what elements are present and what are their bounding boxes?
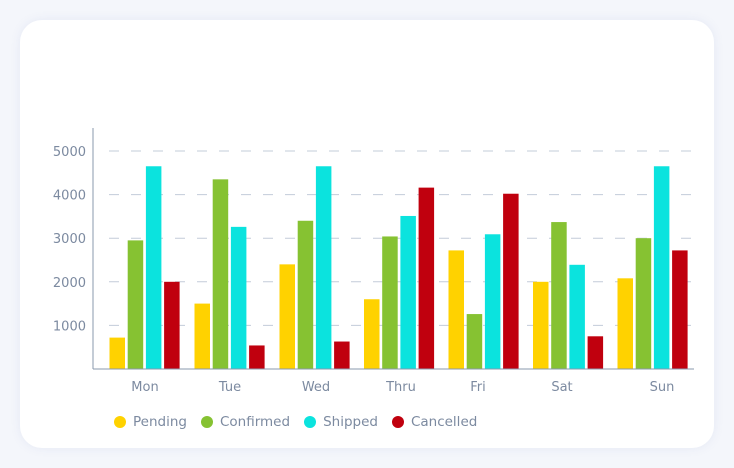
y-tick-label: 1000 bbox=[53, 319, 86, 334]
bar-shipped-thru bbox=[400, 215, 416, 369]
bar-pending-fri bbox=[448, 250, 464, 369]
y-tick-label: 4000 bbox=[53, 189, 86, 204]
bar-shipped-mon bbox=[145, 166, 162, 369]
bar-cancelled-thru bbox=[418, 187, 435, 369]
x-tick-label: Thru bbox=[385, 380, 416, 395]
legend-item-shipped[interactable]: Shipped bbox=[304, 414, 378, 430]
axes bbox=[92, 128, 694, 370]
legend-marker bbox=[304, 416, 317, 428]
y-tick-labels: 1000 2000 3000 4000 5000 bbox=[53, 145, 86, 334]
legend-label: Shipped bbox=[323, 414, 378, 430]
legend-marker bbox=[114, 416, 126, 428]
bar-shipped-tue bbox=[230, 226, 247, 369]
chart-card bbox=[20, 20, 714, 448]
x-tick-label: Sun bbox=[650, 380, 675, 395]
legend-label: Confirmed bbox=[219, 414, 291, 430]
bar-cancelled-fri bbox=[503, 193, 519, 369]
x-tick-labels: Mon Tue Wed Thru Fri Sat Sun bbox=[131, 380, 674, 395]
legend-label: Cancelled bbox=[410, 414, 478, 430]
x-tick-label: Fri bbox=[470, 380, 486, 395]
bar-confirmed-tue bbox=[212, 179, 229, 369]
bar-shipped-fri bbox=[484, 234, 501, 369]
bar-pending-tue bbox=[194, 303, 210, 369]
legend-item-confirmed[interactable]: Confirmed bbox=[200, 414, 291, 430]
bar-pending-wed bbox=[279, 264, 295, 369]
bar-cancelled-tue bbox=[249, 345, 265, 369]
legend-marker bbox=[200, 416, 213, 428]
x-tick-label: Mon bbox=[131, 380, 158, 395]
legend-item-pending[interactable]: Pending bbox=[114, 414, 187, 430]
bars bbox=[109, 166, 688, 369]
bar-cancelled-mon bbox=[164, 281, 180, 369]
x-tick-label: Sat bbox=[551, 380, 572, 395]
x-tick-label: Tue bbox=[218, 380, 241, 395]
bar-cancelled-sat bbox=[587, 336, 604, 369]
bar-pending-sat bbox=[533, 281, 549, 369]
y-tick-label: 3000 bbox=[53, 232, 86, 247]
y-tick-label: 2000 bbox=[53, 276, 86, 291]
bar-cancelled-wed bbox=[334, 341, 350, 369]
bar-shipped-sun bbox=[653, 166, 670, 369]
legend-marker bbox=[391, 416, 404, 428]
bar-shipped-sat bbox=[569, 264, 585, 369]
bar-confirmed-wed bbox=[297, 220, 314, 369]
bar-pending-sun bbox=[617, 278, 633, 369]
x-tick-label: Wed bbox=[302, 380, 330, 395]
bar-confirmed-thru bbox=[382, 236, 398, 369]
y-tick-label: 5000 bbox=[53, 145, 86, 160]
bar-pending-mon bbox=[109, 337, 125, 369]
bar-pending-thru bbox=[364, 299, 380, 369]
bar-cancelled-sun bbox=[672, 250, 688, 369]
bar-confirmed-sun bbox=[635, 238, 652, 369]
legend: Pending Confirmed Shipped Cancelled bbox=[114, 414, 477, 430]
bar-shipped-wed bbox=[315, 166, 332, 369]
bar-confirmed-mon bbox=[127, 240, 144, 369]
legend-label: Pending bbox=[133, 414, 187, 430]
bar-confirmed-fri bbox=[466, 314, 483, 369]
legend-item-cancelled[interactable]: Cancelled bbox=[391, 414, 478, 430]
bar-confirmed-sat bbox=[551, 222, 567, 369]
